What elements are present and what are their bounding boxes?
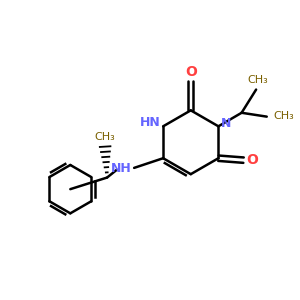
Text: HN: HN (140, 116, 161, 129)
Text: NH: NH (111, 162, 132, 176)
Text: N: N (221, 117, 231, 130)
Text: CH₃: CH₃ (95, 132, 116, 142)
Text: O: O (246, 153, 258, 167)
Text: CH₃: CH₃ (248, 75, 268, 85)
Text: O: O (185, 65, 197, 79)
Text: CH₃: CH₃ (274, 111, 295, 121)
